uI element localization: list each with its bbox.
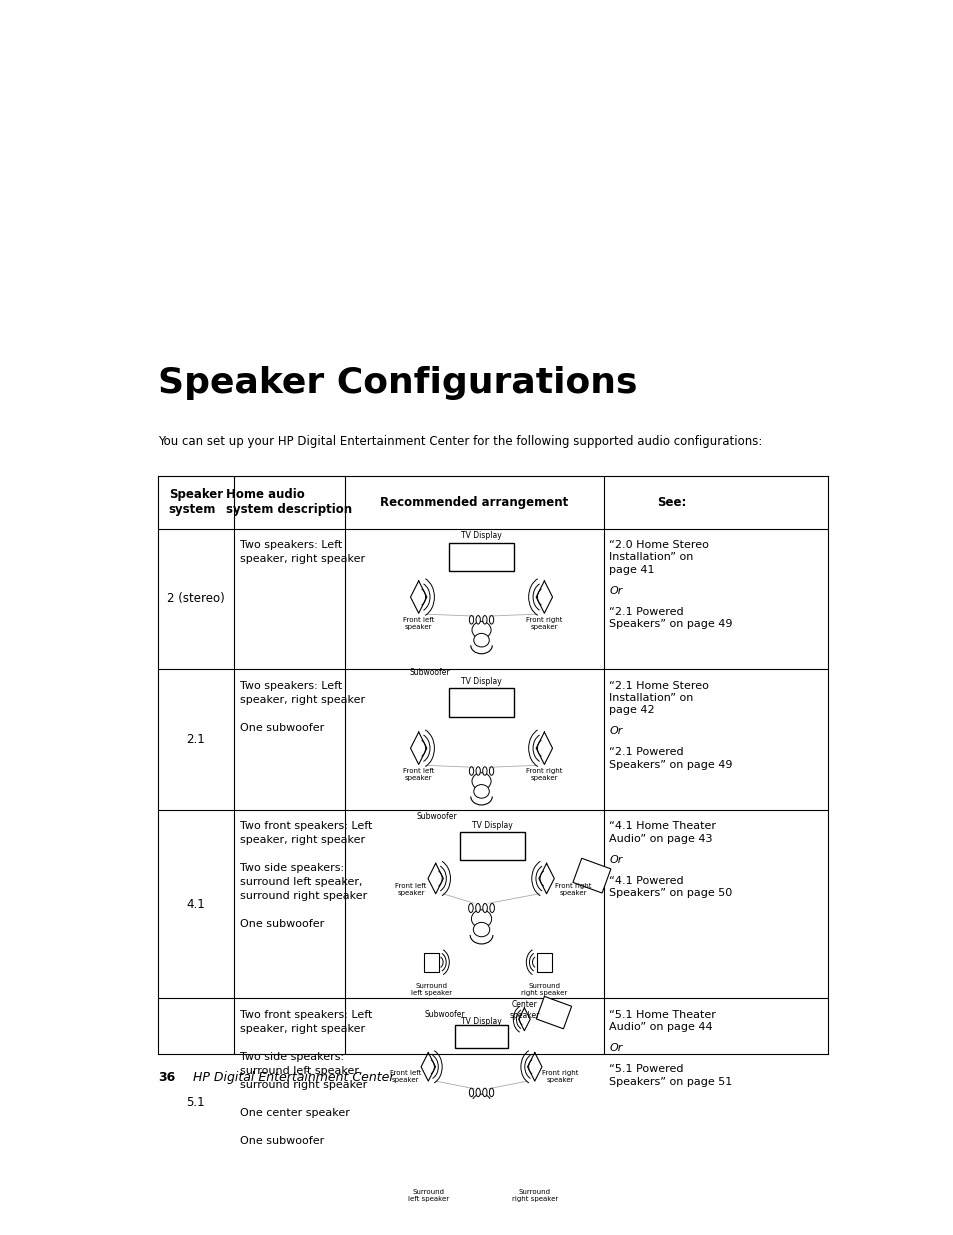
Text: “5.1 Powered: “5.1 Powered (609, 1065, 683, 1074)
Ellipse shape (474, 1107, 489, 1120)
Text: “2.1 Powered: “2.1 Powered (609, 606, 683, 616)
Text: Speaker Configurations: Speaker Configurations (157, 367, 637, 400)
Text: Or: Or (609, 585, 622, 595)
Ellipse shape (489, 904, 494, 913)
Ellipse shape (476, 615, 479, 624)
Text: Front right
speaker: Front right speaker (541, 1070, 578, 1083)
Text: “4.1 Home Theater: “4.1 Home Theater (609, 821, 716, 831)
Text: HP Digital Entertainment Center: HP Digital Entertainment Center (193, 1071, 395, 1083)
Ellipse shape (476, 767, 479, 776)
Text: Or: Or (609, 1044, 622, 1053)
Text: “5.1 Home Theater: “5.1 Home Theater (609, 1010, 716, 1020)
Bar (573, 858, 610, 893)
Ellipse shape (469, 615, 473, 624)
Bar (449, 688, 514, 716)
Bar (536, 997, 571, 1029)
Ellipse shape (474, 784, 489, 798)
Text: 2.1: 2.1 (186, 734, 205, 746)
Text: 4.1: 4.1 (186, 898, 205, 910)
Text: Front left
speaker: Front left speaker (402, 768, 434, 782)
Ellipse shape (489, 615, 494, 624)
Ellipse shape (474, 634, 489, 647)
Text: Speakers” on page 50: Speakers” on page 50 (609, 888, 732, 898)
Text: Or: Or (609, 726, 622, 736)
Text: 36: 36 (157, 1071, 174, 1083)
Text: Front left
speaker: Front left speaker (402, 618, 434, 630)
Text: Subwoofer: Subwoofer (424, 1010, 464, 1019)
Text: TV Display: TV Display (472, 820, 513, 830)
Text: page 41: page 41 (609, 564, 655, 574)
Ellipse shape (472, 773, 491, 789)
Bar (459, 832, 524, 861)
Text: page 42: page 42 (609, 705, 655, 715)
Ellipse shape (476, 1088, 479, 1097)
Text: TV Display: TV Display (460, 677, 501, 685)
Text: Surround
right speaker: Surround right speaker (520, 983, 567, 997)
Text: 2 (stereo): 2 (stereo) (167, 593, 224, 605)
Text: Recommended arrangement: Recommended arrangement (379, 496, 568, 509)
Ellipse shape (476, 904, 479, 913)
Text: Surround
left speaker: Surround left speaker (407, 1188, 449, 1202)
Ellipse shape (473, 923, 489, 937)
Ellipse shape (489, 767, 494, 776)
Text: Audio” on page 44: Audio” on page 44 (609, 1023, 712, 1032)
Ellipse shape (469, 1088, 473, 1097)
Text: Front left
speaker: Front left speaker (389, 1070, 420, 1083)
Text: Two speakers: Left
speaker, right speaker: Two speakers: Left speaker, right speake… (239, 540, 364, 564)
Ellipse shape (482, 904, 487, 913)
Ellipse shape (489, 1088, 494, 1097)
Text: “2.1 Powered: “2.1 Powered (609, 747, 683, 757)
Text: “4.1 Powered: “4.1 Powered (609, 876, 683, 885)
Text: Subwoofer: Subwoofer (416, 811, 457, 821)
Text: Center
speaker: Center speaker (509, 1000, 539, 1020)
Text: Speakers” on page 49: Speakers” on page 49 (609, 619, 732, 629)
Text: Speaker
system: Speaker system (169, 488, 223, 516)
Text: Or: Or (609, 855, 622, 864)
Bar (421, 1161, 435, 1178)
Ellipse shape (472, 1094, 491, 1112)
Ellipse shape (482, 1088, 487, 1097)
Text: See:: See: (657, 496, 686, 509)
Text: Surround
right speaker: Surround right speaker (511, 1188, 558, 1202)
Text: You can set up your HP Digital Entertainment Center for the following supported : You can set up your HP Digital Entertain… (157, 435, 761, 448)
Bar (423, 952, 438, 972)
Text: Two front speakers: Left
speaker, right speaker

Two side speakers:
surround lef: Two front speakers: Left speaker, right … (239, 1010, 372, 1146)
Text: TV Display: TV Display (460, 531, 501, 541)
Text: Front right
speaker: Front right speaker (555, 883, 592, 897)
Ellipse shape (472, 621, 491, 638)
Bar (537, 952, 551, 972)
Text: Installation” on: Installation” on (609, 693, 693, 703)
Text: Two front speakers: Left
speaker, right speaker

Two side speakers:
surround lef: Two front speakers: Left speaker, right … (239, 821, 372, 930)
Ellipse shape (482, 615, 487, 624)
Text: Home audio
system description: Home audio system description (226, 488, 352, 516)
Text: “2.1 Home Stereo: “2.1 Home Stereo (609, 680, 709, 690)
Text: Front right
speaker: Front right speaker (525, 618, 562, 630)
Bar (528, 1161, 541, 1178)
Bar (471, 1182, 502, 1210)
Ellipse shape (471, 910, 491, 927)
Text: Front right
speaker: Front right speaker (525, 768, 562, 782)
Ellipse shape (482, 767, 487, 776)
Bar (455, 1025, 508, 1049)
Text: Speakers” on page 49: Speakers” on page 49 (609, 760, 732, 769)
Bar (449, 543, 514, 572)
Text: Subwoofer: Subwoofer (409, 668, 450, 677)
Ellipse shape (469, 767, 473, 776)
Ellipse shape (468, 904, 473, 913)
Text: TV Display: TV Display (460, 1018, 501, 1026)
Text: 5.1: 5.1 (186, 1095, 205, 1109)
Text: Front left
speaker: Front left speaker (395, 883, 426, 897)
Text: Two speakers: Left
speaker, right speaker

One subwoofer: Two speakers: Left speaker, right speake… (239, 680, 364, 732)
Text: Surround
left speaker: Surround left speaker (410, 983, 452, 997)
Text: Audio” on page 43: Audio” on page 43 (609, 834, 712, 844)
Text: Installation” on: Installation” on (609, 552, 693, 562)
Text: “2.0 Home Stereo: “2.0 Home Stereo (609, 540, 709, 550)
Text: Speakers” on page 51: Speakers” on page 51 (609, 1077, 732, 1087)
